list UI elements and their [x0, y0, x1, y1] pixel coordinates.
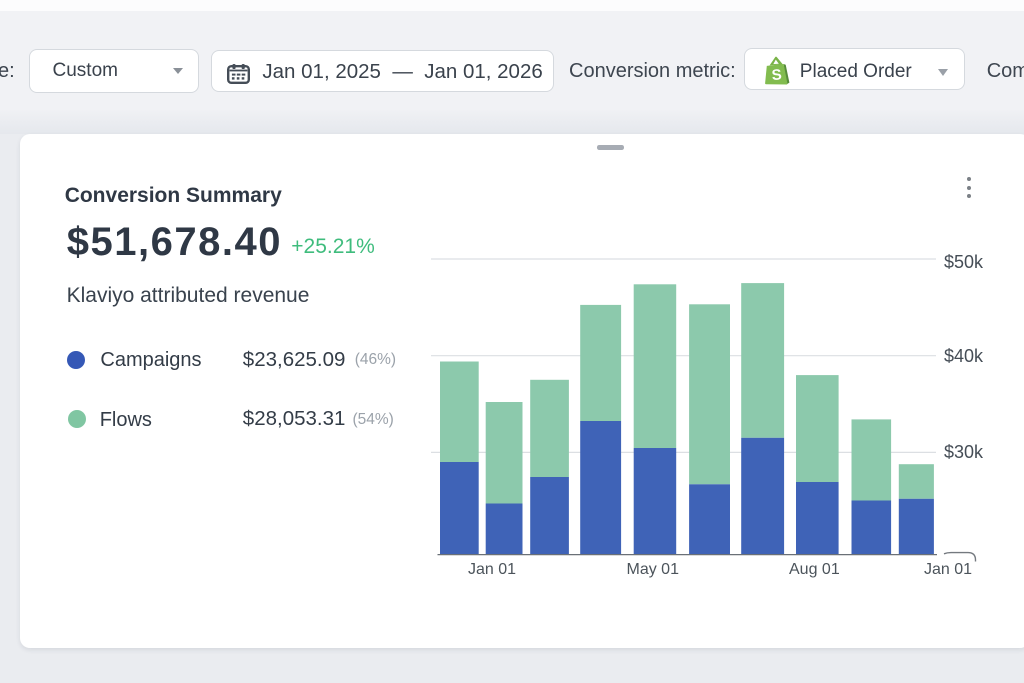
svg-text:S: S [771, 66, 782, 84]
